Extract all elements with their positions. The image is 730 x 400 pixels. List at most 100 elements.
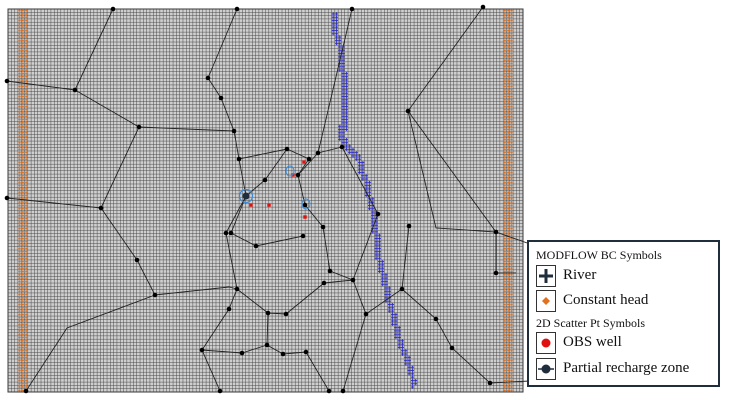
river-cell xyxy=(334,19,338,23)
constant-head-cell xyxy=(18,75,21,78)
constant-head-cell xyxy=(506,200,510,204)
river-cell xyxy=(374,233,378,237)
constant-head-cell xyxy=(503,319,507,323)
constant-head-cell xyxy=(503,190,507,194)
constant-head-cell xyxy=(21,25,25,29)
river-cell xyxy=(344,85,348,89)
constant-head-cell xyxy=(506,121,510,125)
constant-head-cell xyxy=(24,194,28,197)
river-cell xyxy=(391,322,395,326)
constant-head-cell xyxy=(506,280,510,283)
constant-head-cell xyxy=(503,88,507,92)
constant-head-cell xyxy=(506,375,510,379)
arc-vertex xyxy=(134,257,140,263)
constant-head-cell xyxy=(506,144,510,148)
river-cell xyxy=(391,306,395,310)
boundary-arc xyxy=(317,8,353,154)
river-cell xyxy=(361,161,365,165)
constant-head-cell xyxy=(503,385,507,389)
constant-head-cell xyxy=(510,164,513,168)
obs-well xyxy=(267,203,271,207)
constant-head-cell xyxy=(506,62,510,65)
river-cell xyxy=(410,372,414,376)
boundary-arc xyxy=(138,126,235,132)
constant-head-cell xyxy=(24,22,28,26)
constant-head-cell xyxy=(21,290,25,293)
constant-head-cell xyxy=(506,88,510,92)
legend-item-obs-well: OBS well xyxy=(536,332,714,357)
constant-head-cell xyxy=(21,9,25,12)
river-cell xyxy=(341,55,345,59)
constant-head-cell xyxy=(503,240,507,244)
arc-vertex xyxy=(262,177,268,183)
river-cell xyxy=(387,303,391,307)
river-cell xyxy=(341,48,345,52)
constant-head-cell xyxy=(18,266,21,270)
river-cell xyxy=(377,260,381,264)
obs-well xyxy=(302,160,306,164)
constant-head-cell xyxy=(24,32,28,36)
river-cell xyxy=(354,154,358,158)
river-cell xyxy=(377,256,381,260)
constant-head-cell xyxy=(506,131,510,135)
arc-vertex xyxy=(72,87,78,93)
river-cell xyxy=(344,108,348,112)
river-cell xyxy=(387,286,391,290)
constant-head-cell xyxy=(24,154,28,158)
constant-head-cell xyxy=(503,141,507,144)
river-cell xyxy=(358,167,362,171)
river-cell xyxy=(358,157,362,161)
constant-head-cell xyxy=(503,313,507,316)
river-cell xyxy=(338,52,342,56)
river-cell xyxy=(338,45,342,49)
constant-head-cell xyxy=(506,336,510,339)
constant-head-cell xyxy=(18,111,21,115)
constant-head-cell xyxy=(506,171,510,174)
river-cell xyxy=(354,157,358,161)
river-cell xyxy=(367,200,371,204)
river-cell xyxy=(331,19,335,23)
constant-head-cell xyxy=(510,65,513,69)
constant-head-cell xyxy=(510,194,513,197)
constant-head-cell xyxy=(510,105,513,108)
constant-head-cell xyxy=(510,346,513,349)
river-cell xyxy=(344,124,348,128)
constant-head-cell xyxy=(510,72,513,75)
boundary-arc xyxy=(207,77,310,160)
constant-head-cell xyxy=(503,78,507,82)
river-cell xyxy=(341,88,345,92)
river-cell xyxy=(344,98,348,102)
river-cell xyxy=(397,339,401,343)
constant-head-cell xyxy=(21,88,25,92)
constant-head-cell xyxy=(503,131,507,135)
constant-head-cell xyxy=(510,359,513,362)
river-cell xyxy=(371,210,375,214)
river-cell xyxy=(394,316,398,320)
constant-head-cell xyxy=(18,9,21,12)
constant-head-cell xyxy=(21,148,25,151)
constant-head-cell xyxy=(503,253,507,257)
river-cell xyxy=(407,372,411,376)
constant-head-cell xyxy=(503,372,507,376)
constant-head-cell xyxy=(503,105,507,108)
river-cell xyxy=(377,250,381,254)
river-cell xyxy=(384,283,388,287)
arc-vertex xyxy=(449,345,455,351)
constant-head-cell xyxy=(21,62,25,65)
constant-head-cell xyxy=(18,319,21,323)
arc-vertex xyxy=(406,223,412,229)
constant-head-cell xyxy=(503,157,507,161)
river-cell xyxy=(407,355,411,359)
river-cell xyxy=(338,68,342,72)
constant-head-cell xyxy=(506,223,510,227)
constant-head-cell xyxy=(510,223,513,227)
river-cell xyxy=(341,85,345,89)
constant-head-cell xyxy=(24,121,28,125)
constant-head-cell xyxy=(506,365,510,369)
river-cell xyxy=(374,240,378,244)
constant-head-cell xyxy=(506,197,510,201)
constant-head-cell xyxy=(510,276,513,280)
river-cell xyxy=(331,32,335,36)
constant-head-cell xyxy=(24,250,28,253)
